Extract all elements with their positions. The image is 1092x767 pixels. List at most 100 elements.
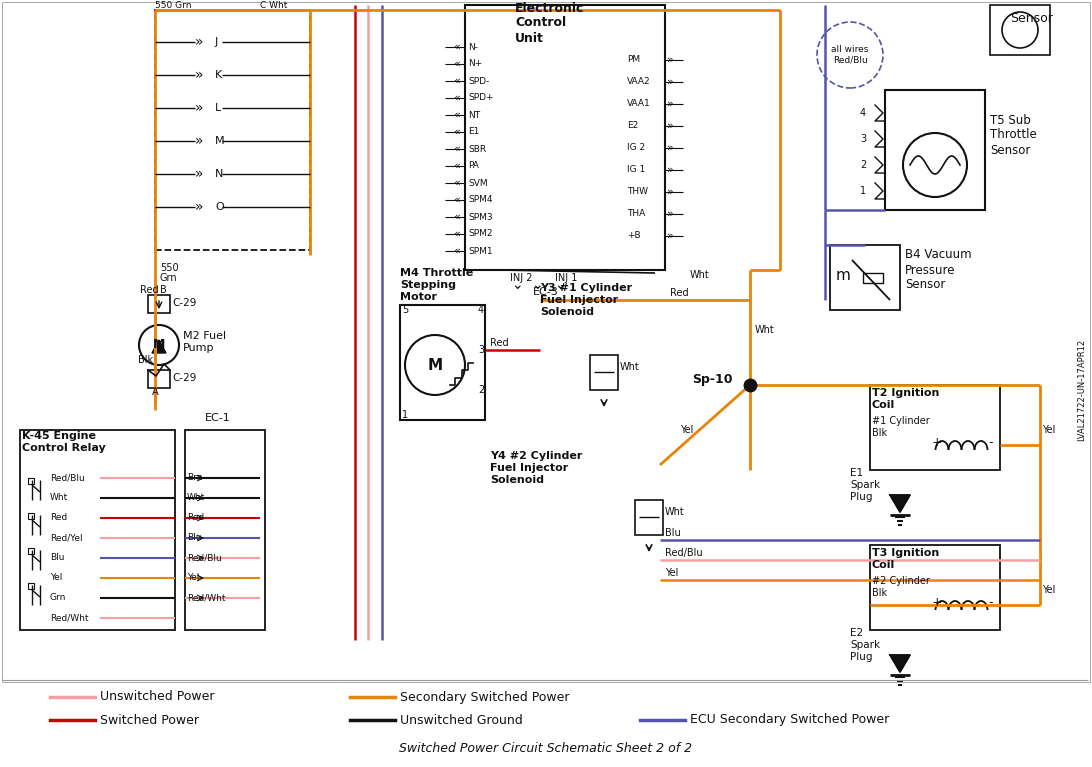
Text: LVAL21722-UN-17APR12: LVAL21722-UN-17APR12 bbox=[1078, 339, 1087, 441]
Text: «: « bbox=[453, 212, 460, 222]
Text: »: » bbox=[195, 68, 203, 82]
Text: E1: E1 bbox=[468, 127, 479, 137]
Text: +: + bbox=[931, 436, 942, 449]
Text: 5: 5 bbox=[402, 305, 408, 315]
Text: M4 Throttle
Stepping
Motor: M4 Throttle Stepping Motor bbox=[400, 268, 473, 301]
Text: Sensor: Sensor bbox=[1010, 12, 1053, 25]
Bar bbox=[830, 245, 900, 310]
Text: J: J bbox=[215, 37, 218, 47]
Text: Blk: Blk bbox=[138, 355, 153, 365]
Text: 1: 1 bbox=[402, 410, 408, 420]
Text: »: » bbox=[195, 35, 203, 49]
Text: NT: NT bbox=[468, 110, 480, 120]
Text: C-29: C-29 bbox=[173, 298, 197, 308]
Text: Yel: Yel bbox=[1042, 425, 1055, 435]
Text: B: B bbox=[161, 285, 167, 295]
Polygon shape bbox=[890, 495, 910, 512]
Text: Yel: Yel bbox=[680, 425, 693, 435]
Text: SPD-: SPD- bbox=[468, 77, 489, 85]
Bar bbox=[149, 295, 170, 313]
Text: Unswitched Power: Unswitched Power bbox=[100, 690, 214, 703]
Bar bbox=[28, 548, 34, 554]
Text: E2: E2 bbox=[627, 121, 638, 130]
Text: THW: THW bbox=[627, 187, 648, 196]
Text: SPD+: SPD+ bbox=[468, 94, 494, 103]
Text: »: » bbox=[667, 99, 674, 109]
Text: «: « bbox=[453, 246, 460, 256]
Text: all wires
Red/Blu: all wires Red/Blu bbox=[831, 45, 869, 64]
Bar bbox=[885, 90, 985, 210]
Text: «: « bbox=[453, 93, 460, 103]
Text: SPM3: SPM3 bbox=[468, 212, 492, 222]
Text: SPM1: SPM1 bbox=[468, 246, 492, 255]
Text: «: « bbox=[453, 229, 460, 239]
Text: Red/Yel: Red/Yel bbox=[50, 534, 83, 542]
Bar bbox=[28, 583, 34, 589]
Text: INJ 1: INJ 1 bbox=[555, 273, 578, 283]
Bar bbox=[28, 478, 34, 484]
Text: 4: 4 bbox=[859, 108, 866, 118]
Text: «: « bbox=[453, 127, 460, 137]
Text: Brn: Brn bbox=[187, 473, 202, 482]
Text: +B: +B bbox=[627, 232, 641, 241]
Text: M2 Fuel
Pump: M2 Fuel Pump bbox=[183, 331, 226, 353]
Text: T5 Sub
Throttle
Sensor: T5 Sub Throttle Sensor bbox=[990, 114, 1036, 156]
Bar bbox=[465, 5, 665, 270]
Text: E2
Spark
Plug: E2 Spark Plug bbox=[850, 628, 880, 662]
Text: M: M bbox=[215, 136, 225, 146]
Text: #1 Cylinder: #1 Cylinder bbox=[873, 416, 929, 426]
Bar bbox=[149, 370, 170, 388]
Text: »: » bbox=[667, 55, 674, 65]
Text: »: » bbox=[667, 187, 674, 197]
Text: Grn: Grn bbox=[161, 273, 178, 283]
Text: ECU Secondary Switched Power: ECU Secondary Switched Power bbox=[690, 713, 889, 726]
Text: »: » bbox=[667, 143, 674, 153]
Text: Secondary Switched Power: Secondary Switched Power bbox=[400, 690, 570, 703]
Text: Red: Red bbox=[670, 288, 689, 298]
Text: »: » bbox=[667, 209, 674, 219]
Text: Red/Wht: Red/Wht bbox=[50, 614, 88, 623]
Text: M: M bbox=[153, 338, 165, 351]
Polygon shape bbox=[890, 655, 910, 672]
Text: PM: PM bbox=[627, 55, 640, 64]
Text: B4 Vacuum
Pressure
Sensor: B4 Vacuum Pressure Sensor bbox=[905, 249, 972, 291]
Text: Switched Power Circuit Schematic Sheet 2 of 2: Switched Power Circuit Schematic Sheet 2… bbox=[400, 742, 692, 755]
Text: T2 Ignition
Coil: T2 Ignition Coil bbox=[873, 388, 939, 410]
Text: Yel: Yel bbox=[187, 574, 200, 582]
Text: m: m bbox=[836, 268, 851, 282]
Text: PA: PA bbox=[468, 162, 479, 170]
Text: »: » bbox=[667, 165, 674, 175]
Text: «: « bbox=[453, 59, 460, 69]
Text: #2 Cylinder: #2 Cylinder bbox=[873, 576, 930, 586]
Text: Red/Blu: Red/Blu bbox=[50, 473, 85, 482]
Text: Blk: Blk bbox=[873, 428, 887, 438]
Text: N+: N+ bbox=[468, 60, 483, 68]
Text: 1: 1 bbox=[859, 186, 866, 196]
Text: Red: Red bbox=[50, 513, 68, 522]
Text: Yel: Yel bbox=[50, 574, 62, 582]
Bar bbox=[870, 385, 1000, 470]
Text: 3: 3 bbox=[859, 134, 866, 144]
Bar bbox=[590, 355, 618, 390]
Text: 550 Grn: 550 Grn bbox=[155, 1, 191, 9]
Text: IG 1: IG 1 bbox=[627, 166, 645, 175]
Text: »: » bbox=[667, 77, 674, 87]
Text: Red: Red bbox=[490, 338, 509, 348]
Text: EC-3: EC-3 bbox=[533, 287, 559, 297]
Text: Wht: Wht bbox=[665, 507, 685, 517]
Text: ⌄: ⌄ bbox=[531, 278, 543, 292]
Text: »: » bbox=[667, 231, 674, 241]
Text: Yel: Yel bbox=[1042, 585, 1055, 595]
Text: «: « bbox=[453, 76, 460, 86]
Text: SVM: SVM bbox=[468, 179, 488, 187]
Text: Red/Blu: Red/Blu bbox=[187, 554, 222, 562]
Text: C Wht: C Wht bbox=[260, 1, 287, 9]
Text: ⌄: ⌄ bbox=[511, 278, 523, 292]
Text: A: A bbox=[152, 387, 158, 397]
Text: IG 2: IG 2 bbox=[627, 143, 645, 153]
Polygon shape bbox=[152, 340, 166, 353]
Text: Blu: Blu bbox=[50, 554, 64, 562]
Text: Wht: Wht bbox=[50, 493, 68, 502]
Text: «: « bbox=[453, 110, 460, 120]
Text: Blu: Blu bbox=[187, 534, 202, 542]
